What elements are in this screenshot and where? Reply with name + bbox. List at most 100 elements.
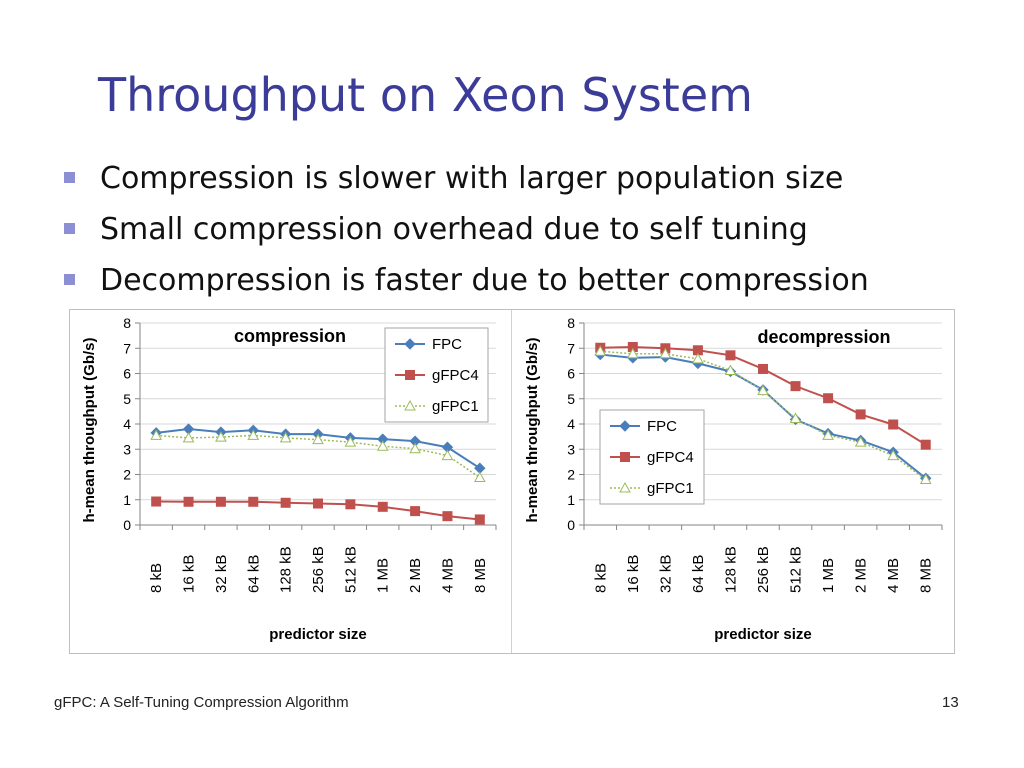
data-point-gfpc4 [313, 498, 323, 509]
x-tick-label: 512 kB [788, 546, 805, 593]
data-point-gfpc4 [725, 350, 736, 361]
slide-title: Throughput on Xeon System [98, 68, 753, 122]
legend-label: gFPC4 [432, 367, 479, 384]
y-axis-label: h-mean throughput (Gb/s) [524, 338, 541, 523]
data-point-gfpc1 [757, 384, 769, 396]
y-tick-label: 6 [567, 366, 575, 382]
x-tick-label: 8 MB [918, 558, 935, 593]
data-point-gfpc1 [279, 431, 292, 443]
y-tick-label: 1 [567, 492, 575, 508]
legend-marker-gfpc4 [620, 452, 630, 462]
x-tick-label: 32 kB [213, 555, 230, 593]
bullet-item: Compression is slower with larger popula… [62, 156, 869, 207]
y-tick-label: 4 [567, 416, 575, 432]
data-point-gfpc4 [474, 514, 485, 525]
data-point-gfpc1 [312, 433, 324, 445]
legend: FPC gFPC4 gFPC1 [384, 327, 489, 423]
square-bullet-icon [64, 274, 75, 285]
x-tick-label: 8 kB [592, 563, 609, 593]
legend-label: gFPC1 [432, 398, 479, 415]
y-tick-label: 2 [123, 467, 131, 483]
x-tick-label: 16 kB [181, 555, 198, 593]
x-axis-label: predictor size [714, 626, 812, 643]
legend-item-fpc: FPC [395, 336, 462, 353]
series-gfpc4 [151, 496, 485, 525]
legend-marker-gfpc4 [405, 370, 415, 380]
chart-title: compression [234, 326, 346, 346]
legend-item-gfpc4: gFPC4 [395, 367, 479, 384]
x-tick-label: 1 MB [375, 558, 392, 593]
data-point-gfpc4 [183, 496, 194, 507]
x-tick-label: 32 kB [657, 555, 674, 593]
data-point-gfpc4 [888, 419, 899, 430]
legend-item-fpc: FPC [610, 418, 677, 435]
legend-label: FPC [647, 418, 677, 435]
legend-item-gfpc1: gFPC1 [395, 398, 479, 415]
data-point-gfpc4 [345, 499, 356, 510]
data-point-gfpc4 [920, 439, 931, 450]
legend: FPC gFPC4 gFPC1 [599, 409, 705, 505]
data-point-gfpc1 [724, 364, 737, 375]
x-tick-label: 512 kB [342, 546, 359, 593]
square-bullet-icon [64, 223, 75, 234]
legend-marker-gfpc1 [404, 399, 416, 411]
data-point-gfpc1 [854, 436, 867, 447]
x-tick-label: 256 kB [755, 546, 772, 593]
chart-divider [511, 310, 512, 653]
data-point-gfpc1 [150, 429, 163, 440]
y-tick-label: 8 [123, 315, 131, 331]
x-tick-label: 16 kB [625, 555, 642, 593]
data-point-gfpc4 [377, 501, 388, 512]
data-point-gfpc1 [441, 449, 454, 461]
y-axis-label: h-mean throughput (Gb/s) [81, 338, 98, 523]
data-point-gfpc4 [280, 497, 291, 508]
data-point-gfpc4 [823, 393, 834, 404]
chart-title: decompression [757, 327, 890, 347]
y-tick-label: 0 [123, 517, 131, 533]
data-point-gfpc1 [626, 347, 639, 359]
data-point-gfpc1 [594, 345, 607, 356]
bullet-list: Compression is slower with larger popula… [62, 156, 869, 309]
data-point-gfpc1 [473, 471, 486, 483]
bullet-text: Decompression is faster due to better co… [100, 263, 869, 298]
data-point-gfpc1 [659, 347, 672, 359]
decompression-chart: 0 1 2 3 4 5 6 7 8 8 kB 16 kB 32 kB 64 kB 128 kB 256 kB… [524, 315, 943, 643]
data-point-gfpc4 [758, 363, 768, 374]
compression-chart: 0 1 2 3 4 5 6 7 8 8 kB 16 kB 32 kB 64 kB 128 kB 256 kB… [81, 315, 497, 643]
data-point-gfpc1 [822, 429, 834, 440]
series-gfpc1 [594, 345, 932, 485]
data-point-gfpc1 [409, 442, 421, 454]
legend-marker-fpc [619, 420, 631, 432]
y-tick-label: 5 [123, 391, 131, 407]
x-tick-label: 4 MB [885, 558, 902, 593]
data-point-gfpc1 [182, 431, 195, 443]
series-fpc [150, 423, 486, 474]
data-point-gfpc4 [442, 511, 453, 522]
footer-text: gFPC: A Self-Tuning Compression Algorith… [54, 694, 349, 711]
x-tick-label: 1 MB [820, 558, 837, 593]
legend-item-gfpc4: gFPC4 [610, 449, 694, 466]
bullet-text: Compression is slower with larger popula… [100, 161, 844, 196]
data-point-gfpc4 [248, 496, 259, 507]
legend-marker-fpc [404, 338, 416, 350]
x-tick-label: 64 kB [690, 555, 707, 593]
legend-label: gFPC4 [647, 449, 694, 466]
data-point-gfpc1 [376, 440, 389, 451]
data-point-gfpc1 [919, 473, 932, 485]
y-tick-label: 4 [123, 416, 131, 432]
x-axis-label: predictor size [269, 626, 367, 643]
y-tick-label: 3 [123, 441, 131, 457]
x-tick-label: 2 MB [407, 558, 424, 593]
data-point-gfpc4 [410, 506, 421, 517]
bullet-item: Decompression is faster due to better co… [62, 258, 869, 309]
y-tick-label: 7 [123, 340, 131, 356]
x-tick-label: 128 kB [278, 546, 295, 593]
data-point-gfpc1 [215, 431, 227, 442]
x-tick-label: 128 kB [722, 546, 739, 593]
y-tick-label: 5 [567, 391, 575, 407]
legend-marker-gfpc1 [619, 481, 631, 493]
y-tick-label: 8 [567, 315, 575, 331]
x-tick-label: 64 kB [245, 555, 262, 593]
data-point-gfpc4 [215, 496, 226, 507]
charts-panel: 0 1 2 3 4 5 6 7 8 8 kB 16 kB 32 kB 64 kB 128 kB 256 kB… [69, 309, 955, 654]
